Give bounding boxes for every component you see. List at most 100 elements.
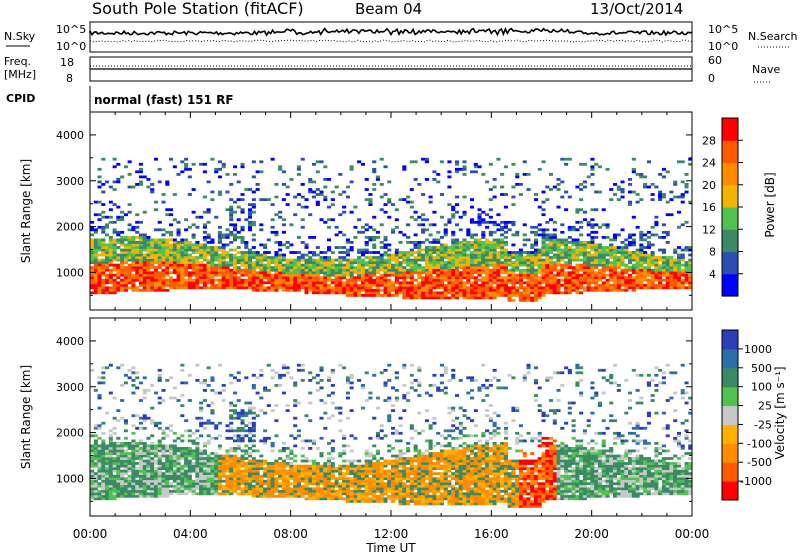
heatmap-cell <box>285 263 290 267</box>
heatmap-cell <box>466 233 471 237</box>
heatmap-cell <box>364 178 369 181</box>
heatmap-cell <box>229 489 234 493</box>
heatmap-cell <box>379 157 384 161</box>
heatmap-cell <box>146 271 151 275</box>
heatmap-cell <box>172 439 177 443</box>
heatmap-cell <box>673 180 678 184</box>
heatmap-cell <box>398 291 403 295</box>
heatmap-cell <box>661 286 666 290</box>
heatmap-cell <box>684 173 689 176</box>
heatmap-cell <box>259 464 264 468</box>
heatmap-cell <box>515 253 520 257</box>
heatmap-cell <box>195 363 200 367</box>
heatmap-cell <box>138 482 143 486</box>
heatmap-cell <box>131 467 136 470</box>
heatmap-cell <box>383 268 388 272</box>
heatmap-cell <box>485 273 490 277</box>
heatmap-cell <box>571 276 576 280</box>
heatmap-cell <box>582 268 587 272</box>
heatmap-cell <box>199 409 204 412</box>
heatmap-cell <box>646 160 651 164</box>
heatmap-cell <box>609 238 614 242</box>
heatmap-cell <box>526 263 531 267</box>
heatmap-cell <box>108 241 113 244</box>
heatmap-cell <box>270 462 275 465</box>
heatmap-cell <box>605 251 610 254</box>
heatmap-cell <box>97 464 102 468</box>
heatmap-cell <box>518 253 523 257</box>
heatmap-cell <box>552 243 557 247</box>
heatmap-cell <box>345 288 350 292</box>
heatmap-cell <box>108 268 113 272</box>
heatmap-cell <box>157 376 162 380</box>
heatmap-cell <box>492 223 497 227</box>
heatmap-cell <box>477 261 482 264</box>
heatmap-cell <box>353 276 358 280</box>
heatmap-cell <box>116 258 121 262</box>
heatmap-cell <box>180 434 185 438</box>
heatmap-cell <box>172 386 177 390</box>
heatmap-cell <box>428 258 433 262</box>
heatmap-cell <box>560 263 565 267</box>
heatmap-cell <box>157 266 162 269</box>
heatmap-cell <box>142 442 147 445</box>
heatmap-cell <box>624 238 629 242</box>
heatmap-cell <box>210 489 215 493</box>
heatmap-cell <box>312 251 317 254</box>
heatmap-cell <box>101 190 106 194</box>
heatmap-cell <box>165 258 170 262</box>
heatmap-cell <box>334 268 339 272</box>
heatmap-cell <box>263 467 268 470</box>
heatmap-cell <box>259 243 264 247</box>
heatmap-cell <box>274 494 279 498</box>
heatmap-cell <box>473 283 478 287</box>
heatmap-cell <box>466 276 471 280</box>
heatmap-cell <box>375 175 380 179</box>
heatmap-cell <box>296 193 301 196</box>
heatmap-cell <box>503 286 508 290</box>
heatmap-cell <box>229 205 234 209</box>
heatmap-cell <box>210 474 215 478</box>
heatmap-cell <box>210 248 215 252</box>
heatmap-cell <box>187 266 192 269</box>
heatmap-cell <box>312 283 317 287</box>
heatmap-cell <box>244 477 249 481</box>
heatmap-cell <box>93 434 98 438</box>
heatmap-cell <box>455 162 460 166</box>
heatmap-cell <box>112 484 117 488</box>
heatmap-cell <box>605 263 610 267</box>
heatmap-cell <box>345 294 350 297</box>
heatmap-cell <box>169 452 174 455</box>
heatmap-cell <box>165 467 170 470</box>
heatmap-cell <box>229 401 234 405</box>
heatmap-cell <box>458 283 463 287</box>
heatmap-cell <box>199 421 204 425</box>
heatmap-cell <box>402 251 407 254</box>
heatmap-cell <box>300 241 305 244</box>
heatmap-cell <box>605 283 610 287</box>
heatmap-cell <box>364 291 369 295</box>
heatmap-cell <box>248 452 253 455</box>
heatmap-cell <box>108 494 113 498</box>
heatmap-cell <box>455 248 460 252</box>
heatmap-cell <box>105 452 110 455</box>
heatmap-cell <box>135 263 140 267</box>
heatmap-cell <box>251 492 256 496</box>
heatmap-cell <box>154 447 159 450</box>
heatmap-cell <box>172 452 177 455</box>
heatmap-cell <box>545 198 550 201</box>
heatmap-cell <box>409 261 414 264</box>
heatmap-cell <box>541 268 546 272</box>
heatmap-cell <box>549 238 554 242</box>
heatmap-cell <box>274 266 279 269</box>
heatmap-cell <box>492 294 497 297</box>
heatmap-cell <box>169 376 174 380</box>
heatmap-cell <box>90 251 95 254</box>
heatmap-cell <box>616 288 621 292</box>
heatmap-cell <box>202 462 207 465</box>
heatmap-cell <box>579 188 584 191</box>
heatmap-cell <box>432 210 437 214</box>
y-tick-label: 3000 <box>56 175 84 188</box>
heatmap-cell <box>281 271 286 275</box>
heatmap-cell <box>120 266 125 269</box>
